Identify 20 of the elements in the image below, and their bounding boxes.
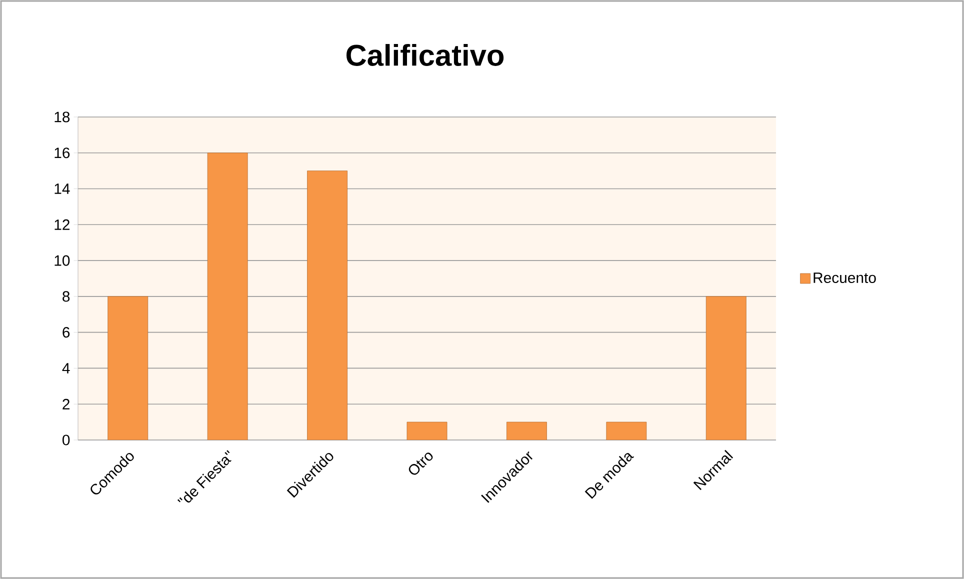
x-tick-label: Otro <box>408 452 433 475</box>
bar <box>606 422 647 440</box>
y-tick-label: 12 <box>54 219 70 230</box>
bar <box>506 422 547 440</box>
bar <box>207 152 248 440</box>
y-tick-label: 0 <box>62 434 70 446</box>
bar <box>706 296 746 440</box>
y-tick-label: 10 <box>54 255 70 266</box>
y-tick-label: 14 <box>54 184 70 194</box>
bar <box>307 170 348 440</box>
y-tick-label: 8 <box>62 291 70 302</box>
y-tick-label: 4 <box>62 363 70 374</box>
chart-title: Calificativo <box>346 44 504 66</box>
legend-label: Recuento <box>814 272 876 284</box>
bar <box>406 422 448 440</box>
y-tick-label: 6 <box>62 327 70 338</box>
y-tick-label: 16 <box>54 148 70 158</box>
y-tick-label: 18 <box>54 112 70 122</box>
bar <box>108 296 148 440</box>
y-tick-label: 2 <box>62 398 70 410</box>
